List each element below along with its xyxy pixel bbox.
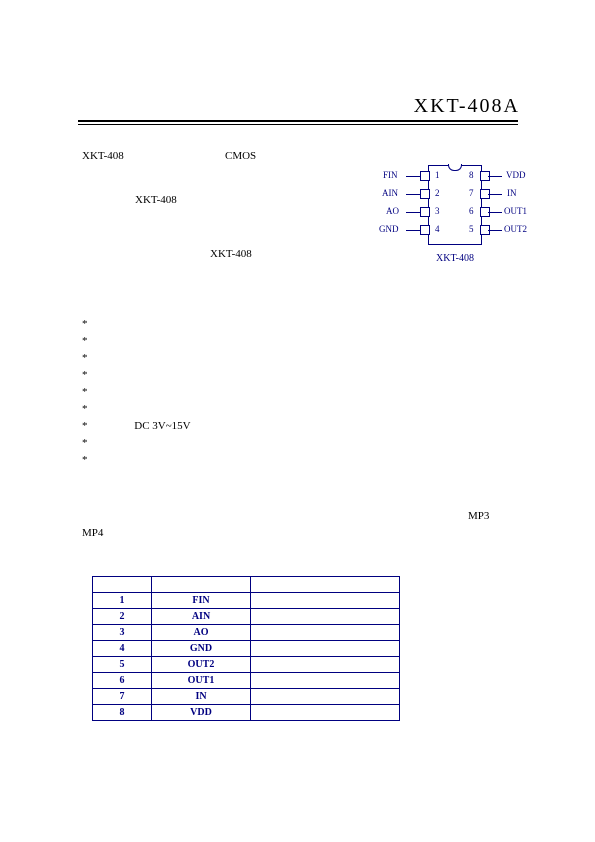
ic-pinnum-6: 6	[469, 206, 474, 216]
table-row: 4 GND	[93, 641, 400, 657]
ic-pinnum-7: 7	[469, 188, 474, 198]
ic-pin-4	[420, 225, 430, 235]
table-row: 6 OUT1	[93, 673, 400, 689]
ic-lead-1	[406, 176, 420, 177]
ic-pin-2	[420, 189, 430, 199]
ic-pin-3	[420, 207, 430, 217]
feature-item: *	[82, 435, 191, 452]
pin-num-cell: 1	[93, 593, 152, 609]
table-header-row	[93, 577, 400, 593]
table-row: 2 AIN	[93, 609, 400, 625]
pin-num-cell: 6	[93, 673, 152, 689]
ic-label-vdd: VDD	[506, 170, 526, 180]
pin-name-cell: OUT1	[152, 673, 251, 689]
mp4-text: MP4	[82, 527, 103, 539]
pin-name-cell: IN	[152, 689, 251, 705]
feature-item: *	[82, 367, 191, 384]
ic-part-number: XKT-408	[380, 253, 530, 264]
feature-item: *	[82, 333, 191, 350]
ic-label-gnd: GND	[379, 224, 399, 234]
ic-pinnum-8: 8	[469, 170, 474, 180]
header-rule-top	[78, 120, 518, 122]
ic-pinout-diagram: FIN 1 AIN 2 AO 3 GND 4 VDD 8 IN 7 OUT1 6…	[380, 165, 530, 275]
table-row: 3 AO	[93, 625, 400, 641]
table-header-desc	[251, 577, 400, 593]
ic-pinnum-1: 1	[435, 170, 440, 180]
ic-lead-8	[488, 176, 502, 177]
pin-name-cell: AIN	[152, 609, 251, 625]
table-row: 8 VDD	[93, 705, 400, 721]
ic-lead-4	[406, 230, 420, 231]
feature-item: *	[82, 316, 191, 333]
header-rule-bottom	[78, 124, 518, 125]
pin-num-cell: 3	[93, 625, 152, 641]
ic-lead-2	[406, 194, 420, 195]
feature-item: *	[82, 384, 191, 401]
table-header-num	[93, 577, 152, 593]
ic-label-ao: AO	[386, 206, 399, 216]
intro-text-1b: CMOS	[225, 150, 256, 162]
pin-name-cell: FIN	[152, 593, 251, 609]
ic-pinnum-5: 5	[469, 224, 474, 234]
ic-lead-6	[488, 212, 502, 213]
ic-pinnum-4: 4	[435, 224, 440, 234]
ic-label-ain: AIN	[382, 188, 398, 198]
pin-name-cell: OUT2	[152, 657, 251, 673]
pin-name-cell: VDD	[152, 705, 251, 721]
ic-label-in: IN	[507, 188, 517, 198]
pin-desc-cell	[251, 593, 400, 609]
ic-pin-1	[420, 171, 430, 181]
ic-lead-7	[488, 194, 502, 195]
pin-desc-cell	[251, 705, 400, 721]
pin-desc-cell	[251, 673, 400, 689]
feature-item: * DC 3V~15V	[82, 418, 191, 435]
ic-label-out2: OUT2	[504, 224, 527, 234]
feature-star: *	[82, 420, 88, 432]
ic-lead-3	[406, 212, 420, 213]
pin-desc-cell	[251, 609, 400, 625]
page-title: XKT-408A	[414, 95, 520, 118]
feature-list: * * * * * * * DC 3V~15V * *	[82, 316, 191, 469]
pin-num-cell: 4	[93, 641, 152, 657]
ic-pinnum-2: 2	[435, 188, 440, 198]
pin-desc-cell	[251, 689, 400, 705]
ic-label-out1: OUT1	[504, 206, 527, 216]
intro-text-2: XKT-408	[135, 194, 177, 206]
ic-pinnum-3: 3	[435, 206, 440, 216]
intro-text-1a: XKT-408	[82, 150, 124, 162]
pin-num-cell: 2	[93, 609, 152, 625]
feature-voltage: DC 3V~15V	[134, 420, 190, 432]
mp3-text: MP3	[468, 510, 489, 522]
pin-num-cell: 5	[93, 657, 152, 673]
pin-name-cell: AO	[152, 625, 251, 641]
feature-item: *	[82, 350, 191, 367]
pin-desc-cell	[251, 641, 400, 657]
table-header-name	[152, 577, 251, 593]
pin-desc-cell	[251, 625, 400, 641]
pin-description-table: 1 FIN 2 AIN 3 AO 4 GND 5 OUT2 6 OUT1	[92, 576, 400, 721]
table-row: 1 FIN	[93, 593, 400, 609]
pin-desc-cell	[251, 657, 400, 673]
table-row: 7 IN	[93, 689, 400, 705]
pin-name-cell: GND	[152, 641, 251, 657]
ic-lead-5	[488, 230, 502, 231]
intro-text-3: XKT-408	[210, 248, 252, 260]
table-row: 5 OUT2	[93, 657, 400, 673]
feature-item: *	[82, 401, 191, 418]
ic-label-fin: FIN	[383, 170, 398, 180]
pin-num-cell: 7	[93, 689, 152, 705]
feature-item: *	[82, 452, 191, 469]
datasheet-page: XKT-408A XKT-408 CMOS XKT-408 XKT-408 FI…	[0, 0, 595, 842]
pin-num-cell: 8	[93, 705, 152, 721]
